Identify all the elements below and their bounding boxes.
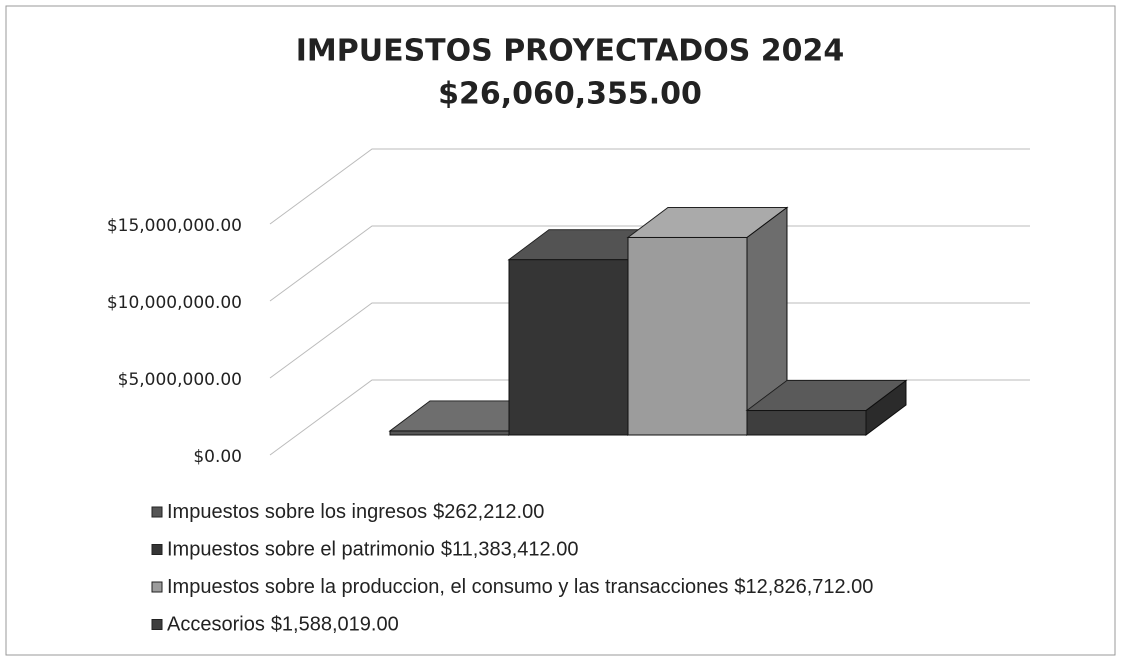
legend-name: Accesorios <box>167 614 265 636</box>
legend-value: $12,826,712.00 <box>734 576 873 598</box>
bar-side-shade <box>866 380 906 435</box>
legend-value: $262,212.00 <box>433 501 544 523</box>
bar <box>389 430 510 436</box>
legend-entry: Accesorios $1,588,019.00 <box>167 614 399 636</box>
grid-line <box>269 302 1030 379</box>
frame <box>5 5 1116 656</box>
legend-swatch <box>151 619 163 630</box>
legend-entry: Impuestos sobre el patrimonio $11,383,412… <box>167 539 578 561</box>
y-tick-label: $15,000,000.00 <box>107 216 242 236</box>
bar-top-shade <box>747 380 906 411</box>
legend-name: Impuestos sobre los ingresos <box>167 501 427 523</box>
legend-value: $1,588,019.00 <box>271 614 399 636</box>
legend-entry: Impuestos sobre los ingresos $262,212.00 <box>167 501 544 523</box>
y-tick-label: $5,000,000.00 <box>118 370 242 390</box>
grid-line <box>269 379 1030 456</box>
legend-swatch <box>151 544 163 555</box>
chart-title: IMPUESTOS PROYECTADOS 2024 <box>296 34 845 69</box>
grid-line <box>269 148 1030 225</box>
bar-top-shade <box>628 207 787 238</box>
chart-subtitle: $26,060,355.00 <box>438 77 702 112</box>
legend-name: Impuestos sobre el patrimonio <box>167 539 435 561</box>
bar-side-shade <box>747 207 787 435</box>
legend-name: Impuestos sobre la produccion, el consum… <box>167 576 728 598</box>
bar <box>627 236 748 436</box>
legend-swatch <box>151 506 163 518</box>
grid-line <box>269 225 1030 302</box>
legend-entry: Impuestos sobre la produccion, el consum… <box>167 576 873 598</box>
legend-swatch <box>151 581 163 593</box>
legend-value: $11,383,412.00 <box>441 539 579 561</box>
bar <box>508 259 629 436</box>
y-tick-label: $0.00 <box>193 447 242 467</box>
bar <box>746 410 867 436</box>
y-tick-label: $10,000,000.00 <box>107 293 242 313</box>
